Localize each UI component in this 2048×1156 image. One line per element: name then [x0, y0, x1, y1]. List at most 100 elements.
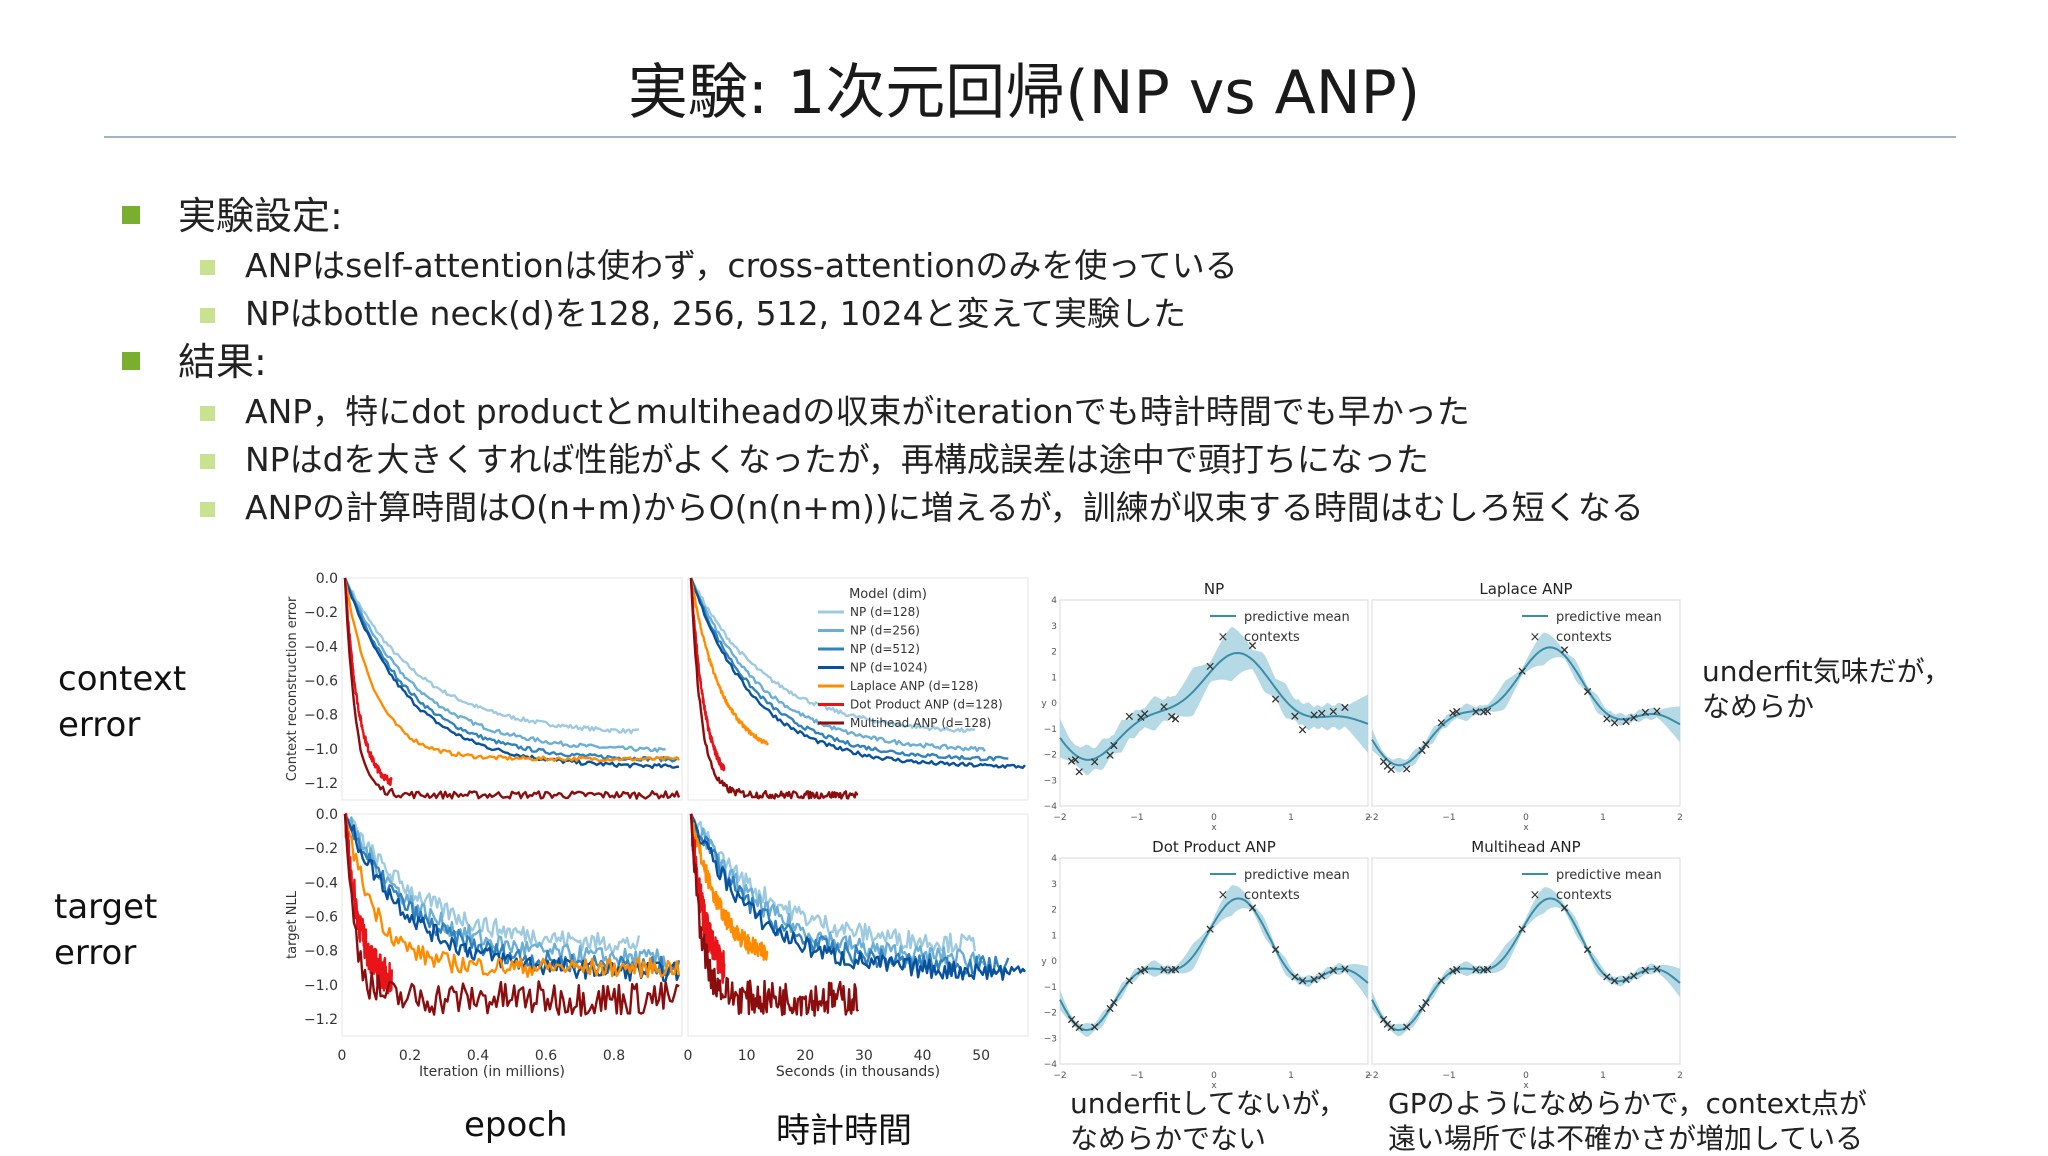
y-tick-label: −0.4 [304, 639, 338, 655]
context-point [1298, 726, 1307, 734]
x-tick-label: 2 [1365, 813, 1371, 823]
x-tick-label: 2 [1677, 813, 1683, 823]
x-tick-label: −2 [1365, 1071, 1378, 1081]
note-line: GPのようになめらかで，context点が [1388, 1087, 1867, 1120]
series-line [343, 577, 681, 800]
context-point [1622, 975, 1630, 984]
row-label-target: target error [54, 884, 157, 976]
legend-label: NP (d=256) [850, 624, 920, 638]
context-point [1449, 967, 1457, 975]
context-point [1402, 765, 1411, 773]
context-point [1298, 977, 1307, 985]
context-point [1422, 998, 1430, 1007]
y-tick-label: −0.8 [304, 708, 338, 724]
series-line [343, 577, 680, 770]
context-point [1483, 965, 1492, 974]
x-tick-label: −1 [1130, 813, 1143, 823]
regression-panel: Multihead ANP predictive mean × contexts −2 −… [1365, 838, 1683, 1091]
context-point [1449, 709, 1457, 717]
sub-bullet-square-icon [200, 260, 215, 275]
series-line [343, 813, 667, 969]
bullet-text: NPはbottle neck(d)を128, 256, 512, 1024と変え… [245, 294, 1186, 333]
legend-context-marker: × [1218, 888, 1229, 903]
curve-panel: 0.0 −0.2 −0.4 −0.6 −0.8 −1.0 −1.2 [304, 571, 683, 801]
sub-bullet: NPはbottle neck(d)を128, 256, 512, 1024と変え… [120, 290, 2020, 338]
context-point [1141, 965, 1149, 974]
context-point [1310, 711, 1318, 719]
x-tick-label: 0.8 [603, 1048, 625, 1064]
context-point [1271, 945, 1280, 954]
series-line [689, 577, 1026, 770]
y-tick-label: 2 [1051, 906, 1057, 916]
series-line [689, 577, 769, 746]
y-tick-label: 0.0 [316, 571, 338, 587]
x-tick-label: 40 [914, 1048, 932, 1064]
regression-panels-figure: NP predictive mean × contexts −2 −1 0 1 2 x 4 3 2 1 0 −… [1041, 580, 1683, 1091]
context-point [1160, 966, 1168, 974]
slide-title: 実験: 1次元回帰(NP vs ANP) [627, 58, 1421, 128]
context-point [1402, 1023, 1411, 1031]
context-point [1137, 967, 1145, 975]
legend-label: NP (d=512) [850, 642, 920, 656]
bullet-text: NPはdを大きくすれば性能がよくなったが，再構成誤差は途中で頭打ちになった [245, 440, 1429, 479]
y-tick-label: −1 [1044, 725, 1057, 735]
context-point [1583, 687, 1592, 696]
context-point [1110, 741, 1118, 750]
x-tick-label: 1 [1288, 1071, 1294, 1081]
x-axis-label: Seconds (in thousands) [776, 1064, 940, 1080]
x-tick-label: 0 [1523, 813, 1529, 823]
context-point [1518, 667, 1526, 675]
context-point [1610, 977, 1619, 985]
series-line [689, 813, 769, 961]
series-line [343, 577, 393, 787]
context-point [1160, 703, 1168, 711]
legend-label: predictive mean [1556, 868, 1662, 883]
legend-label: contexts [1244, 888, 1300, 903]
y-tick-label: −1.2 [304, 1012, 338, 1028]
sub-bullet-square-icon [200, 308, 215, 323]
row-label-context: context error [58, 656, 186, 748]
panel-title: Laplace ANP [1479, 580, 1572, 598]
legend-label: contexts [1244, 630, 1300, 645]
series-line [689, 577, 986, 753]
y-tick-label: −0.2 [304, 605, 338, 621]
bullet-text: ANP，特にdot productとmultiheadの収束がiteration… [245, 392, 1470, 431]
x-tick-label: 50 [972, 1048, 990, 1064]
sub-bullet: NPはdを大きくすれば性能がよくなったが，再構成誤差は途中で頭打ちになった [120, 436, 2020, 484]
x-tick-label: 2 [1365, 1071, 1371, 1081]
legend-label: NP (d=128) [850, 605, 920, 619]
context-point [1067, 757, 1076, 765]
x-tick-label: −1 [1442, 1071, 1455, 1081]
bullet-square-icon [122, 352, 140, 370]
series-line [343, 813, 681, 977]
context-point [1125, 712, 1133, 721]
context-point [1171, 715, 1180, 723]
y-tick-label: 0 [1051, 957, 1057, 967]
context-point [1610, 719, 1619, 727]
x-tick-label: 1 [1600, 813, 1606, 823]
legend-context-marker: × [1530, 630, 1541, 645]
bullet-list: 実験設定: ANPはself-attentionは使わず，cross-atten… [120, 192, 2020, 532]
training-curves-figure: 0.0 −0.2 −0.4 −0.6 −0.8 −1.0 −1.2 0.0 −0.2 −0.4 −0… [285, 571, 1029, 1080]
context-point [1641, 708, 1650, 716]
legend: Model (dim) NP (d=128) NP (d=256) NP (d=512… [818, 587, 1003, 730]
panel-frame [1371, 857, 1681, 1065]
sub-bullet: ANPの計算時間はO(n+m)からO(n(n+m))に増えるが，訓練が収束する時… [120, 484, 2020, 532]
context-point [1437, 977, 1445, 985]
y-axis-label: y [1041, 699, 1047, 709]
context-point [1418, 746, 1426, 755]
sub-bullet-square-icon [200, 454, 215, 469]
col-label-clock: 時計時間 [776, 1111, 912, 1151]
sub-bullet: ANP，特にdot productとmultiheadの収束がiteration… [120, 388, 2020, 436]
series-line [689, 577, 859, 800]
y-tick-label: 1 [1051, 673, 1057, 683]
y-tick-label: −1.0 [304, 742, 338, 758]
title-divider [104, 136, 1956, 138]
panel-frame [341, 577, 683, 801]
context-point [1653, 965, 1661, 973]
x-axis-label: x [1523, 823, 1529, 833]
context-point [1291, 973, 1299, 981]
context-point [1329, 966, 1338, 974]
x-axis-label: Iteration (in millions) [419, 1064, 565, 1080]
context-point [1603, 973, 1611, 981]
